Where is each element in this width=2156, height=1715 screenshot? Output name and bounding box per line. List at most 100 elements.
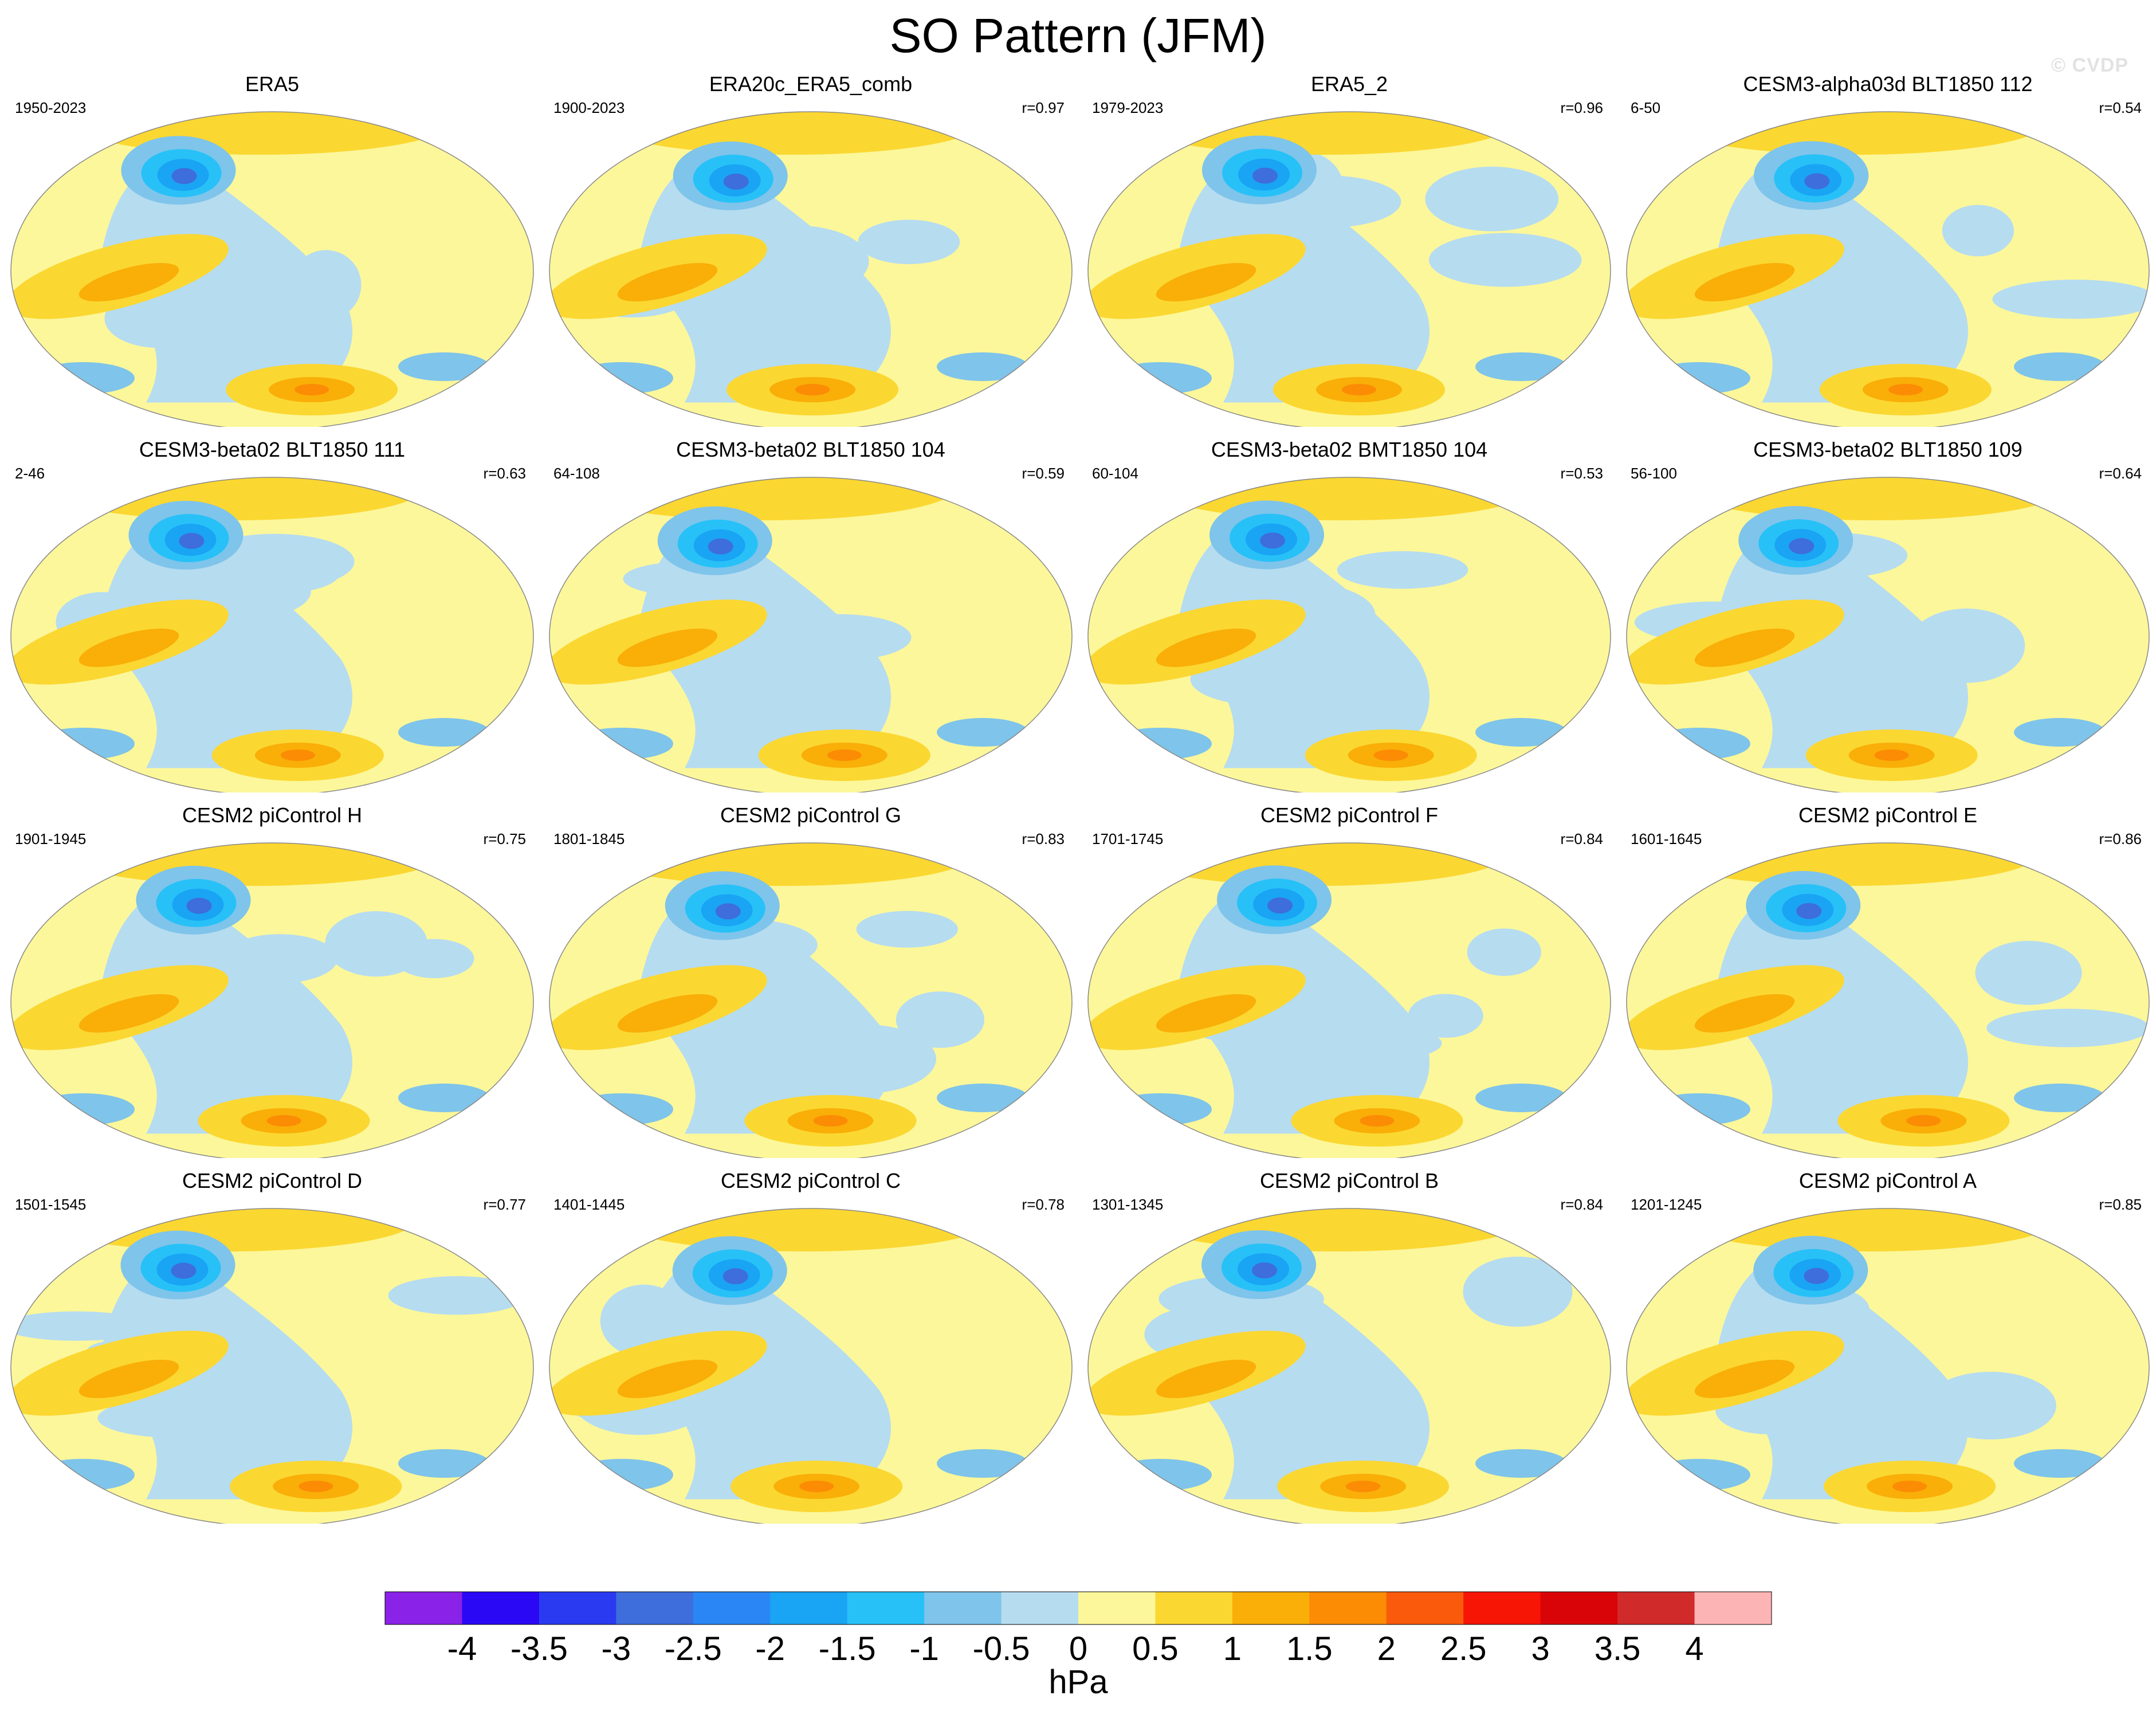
panel-correlation: r=0.53 [1560,465,1603,482]
colorbar-swatch [1540,1592,1618,1624]
map-panel-contours [549,1208,1073,1524]
colorbar-swatch [1232,1592,1310,1624]
panel-correlation: r=0.84 [1560,830,1603,847]
colorbar-swatch [1001,1592,1079,1624]
panel-correlation: r=0.97 [1022,99,1065,116]
map-panel-contours [10,111,534,427]
map-panel: CESM2 piControl E 1601-1645 r=0.86 [1621,803,2154,1158]
panel-title: CESM2 piControl D [182,1169,363,1192]
panel-title: CESM2 piControl C [720,1169,901,1192]
map-panel-contours [10,1208,534,1524]
colorbar-swatch [1463,1592,1541,1624]
map-panel: CESM2 piControl B 1301-1345 r=0.84 [1083,1168,1616,1524]
map-panel: ERA5_2 1979-2023 r=0.96 [1083,72,1616,427]
map-panel: CESM3-beta02 BLT1850 111 2-46 r=0.63 [6,437,539,792]
panel-years: 1701-1745 [1092,830,1164,847]
map-panel: CESM2 piControl G 1801-1845 r=0.83 [544,803,1077,1158]
panel-years: 6-50 [1631,99,1661,116]
panel-correlation: r=0.54 [2099,99,2142,116]
panel-correlation: r=0.78 [1022,1196,1065,1213]
colorbar-tick-label: -4 [447,1630,477,1667]
map-panel: CESM3-beta02 BLT1850 109 56-100 r=0.64 [1621,437,2154,792]
colorbar-swatch [1386,1592,1464,1624]
colorbar-swatch [847,1592,925,1624]
map-panel: ERA20c_ERA5_comb 1900-2023 r=0.97 [544,72,1077,427]
map-panel: CESM2 piControl C 1401-1445 r=0.78 [544,1168,1077,1524]
panel-correlation: r=0.85 [2099,1196,2142,1213]
panel-correlation: r=0.59 [1022,465,1065,482]
panel-title: CESM2 piControl G [720,803,902,827]
colorbar-swatch [539,1592,616,1624]
panel-correlation: r=0.77 [483,1196,526,1213]
map-panel-contours [1087,111,1611,427]
colorbar-tick-label: -3.5 [510,1630,568,1667]
panel-title: CESM2 piControl F [1260,803,1439,827]
map-panel: CESM3-beta02 BLT1850 104 64-108 r=0.59 [544,437,1077,792]
panel-years: 1900-2023 [553,99,625,116]
panel-title: ERA5 [245,72,300,96]
panel-title: CESM2 piControl H [182,803,363,827]
panel-correlation: r=0.64 [2099,465,2142,482]
panel-title: CESM3-beta02 BLT1850 109 [1753,438,2023,461]
colorbar-swatch [1078,1592,1156,1624]
panel-years: 1301-1345 [1092,1196,1164,1213]
panel-title: ERA20c_ERA5_comb [709,72,913,96]
panel-correlation: r=0.86 [2099,830,2142,847]
colorbar-tick-label: -2 [755,1630,785,1667]
colorbar-tick-label: 2 [1377,1630,1396,1667]
colorbar-units-label: hPa [1048,1663,1108,1701]
colorbar-tick-label: 1 [1223,1630,1242,1667]
figure-title: SO Pattern (JFM) [889,9,1267,62]
map-panel: CESM3-alpha03d BLT1850 112 6-50 r=0.54 [1621,72,2154,427]
panel-title: CESM3-beta02 BLT1850 104 [676,438,945,461]
panel-years: 60-104 [1092,465,1138,482]
watermark: © CVDP [2051,54,2128,76]
panel-title: CESM3-alpha03d BLT1850 112 [1743,72,2033,96]
colorbar-tick-label: -1.5 [819,1630,876,1667]
map-panel: CESM2 piControl H 1901-1945 r=0.75 [6,803,539,1158]
panel-years: 64-108 [553,465,600,482]
colorbar-tick-label: -0.5 [973,1630,1030,1667]
map-panel: CESM2 piControl F 1701-1745 r=0.84 [1083,803,1616,1158]
colorbar-swatch [1617,1592,1695,1624]
panel-correlation: r=0.84 [1560,1196,1603,1213]
colorbar-swatch [385,1592,462,1624]
panel-title: CESM3-beta02 BMT1850 104 [1211,438,1488,461]
colorbar-tick-label: 2.5 [1440,1630,1487,1667]
colorbar-tick-label: -2.5 [665,1630,722,1667]
colorbar-swatch [693,1592,771,1624]
colorbar-swatch [1694,1592,1772,1624]
map-panel-contours [10,477,534,792]
map-panel: CESM3-beta02 BMT1850 104 60-104 r=0.53 [1083,437,1616,792]
panel-title: CESM2 piControl A [1798,1169,1977,1192]
colorbar-tick-label: 0 [1069,1630,1087,1667]
map-panel-contours [549,477,1073,792]
map-panel: CESM2 piControl A 1201-1245 r=0.85 [1621,1168,2154,1524]
map-panel-contours [1626,842,2150,1158]
colorbar-swatch [1309,1592,1387,1624]
panel-correlation: r=0.63 [483,465,526,482]
map-panel-contours [1626,1208,2150,1524]
colorbar-tick-label: 4 [1685,1630,1703,1667]
panel-years: 1801-1845 [553,830,625,847]
colorbar-tick-label: 3 [1531,1630,1550,1667]
map-panel-contours [1087,477,1611,792]
colorbar-tick-label: -3 [602,1630,631,1667]
colorbar-swatch [616,1592,694,1624]
panel-years: 1501-1545 [15,1196,87,1213]
panel-years: 1401-1445 [553,1196,625,1213]
panel-years: 1979-2023 [1092,99,1164,116]
panel-title: CESM2 piControl B [1259,1169,1439,1192]
colorbar-swatch [924,1592,1002,1624]
colorbar-swatch [1155,1592,1233,1624]
panel-years: 56-100 [1631,465,1677,482]
map-panel: ERA5 1950-2023 [6,72,539,427]
colorbar-swatch [462,1592,540,1624]
panel-years: 1601-1645 [1631,830,1702,847]
map-panel-contours [10,842,534,1158]
panel-correlation: r=0.96 [1560,99,1603,116]
map-panel-contours [1626,477,2150,792]
panel-years: 1201-1245 [1631,1196,1702,1213]
map-panel-contours [1087,842,1611,1158]
panel-years: 1950-2023 [15,99,87,116]
